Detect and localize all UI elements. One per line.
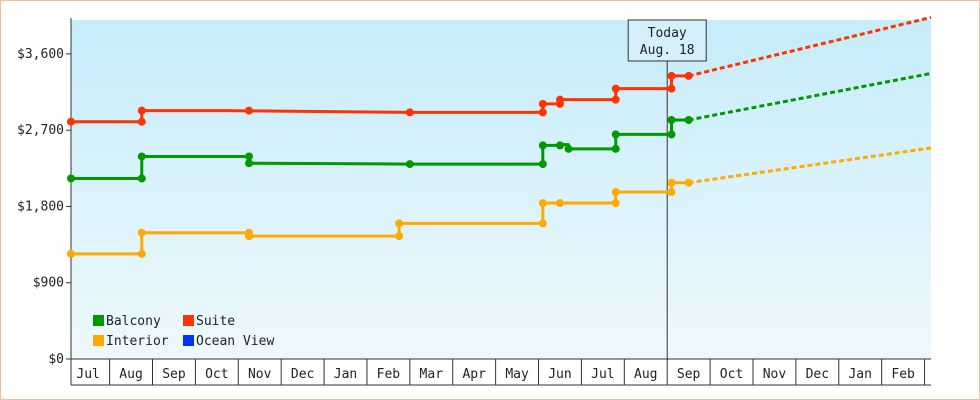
interior-data-point bbox=[538, 199, 547, 208]
balcony-data-point bbox=[245, 159, 254, 168]
interior-data-point bbox=[137, 228, 146, 237]
legend-swatch-suite bbox=[183, 315, 194, 326]
balcony-data-point bbox=[667, 116, 676, 125]
suite-data-point bbox=[137, 117, 146, 126]
x-tick-label: Mar bbox=[420, 367, 444, 382]
legend-label-balcony: Balcony bbox=[106, 314, 161, 329]
legend-label-interior: Interior bbox=[106, 334, 169, 349]
x-tick-label: Apr bbox=[462, 367, 486, 382]
balcony-data-point bbox=[564, 144, 573, 153]
x-tick-label: Oct bbox=[720, 367, 743, 382]
x-tick-label: Sep bbox=[162, 367, 186, 382]
x-tick-label: Feb bbox=[377, 367, 401, 382]
x-tick-label: Oct bbox=[205, 367, 228, 382]
today-date-label: Aug. 18 bbox=[640, 43, 695, 58]
x-tick-label: Jul bbox=[591, 367, 614, 382]
balcony-data-point bbox=[667, 130, 676, 139]
interior-data-point bbox=[611, 199, 620, 208]
x-tick-label: May bbox=[505, 367, 529, 382]
suite-data-point bbox=[555, 95, 564, 104]
balcony-data-point bbox=[611, 130, 620, 139]
suite-data-point bbox=[67, 117, 75, 126]
suite-data-point bbox=[538, 99, 547, 108]
y-tick-label: $2,700 bbox=[17, 123, 64, 138]
suite-data-point bbox=[405, 108, 414, 117]
balcony-data-point bbox=[538, 160, 547, 169]
suite-data-point bbox=[245, 106, 254, 115]
legend-swatch-interior bbox=[93, 335, 104, 346]
x-tick-label: Jan bbox=[848, 367, 871, 382]
suite-data-point bbox=[137, 106, 146, 115]
x-tick-label: Jul bbox=[76, 367, 99, 382]
balcony-data-point bbox=[137, 152, 146, 161]
y-tick-label: $0 bbox=[48, 352, 64, 367]
x-tick-label: Sep bbox=[677, 367, 701, 382]
x-tick-label: Nov bbox=[248, 367, 272, 382]
suite-data-point bbox=[684, 71, 693, 80]
y-tick-label: $900 bbox=[33, 276, 64, 291]
legend-label-suite: Suite bbox=[196, 314, 235, 329]
balcony-data-point bbox=[137, 174, 146, 183]
suite-data-point bbox=[667, 71, 676, 80]
balcony-data-point bbox=[67, 174, 75, 183]
interior-data-point bbox=[684, 178, 693, 187]
balcony-data-point bbox=[684, 116, 693, 125]
x-tick-label: Jan bbox=[334, 367, 357, 382]
x-tick-label: Nov bbox=[763, 367, 787, 382]
interior-data-point bbox=[395, 219, 404, 228]
suite-forecast-line bbox=[688, 15, 932, 78]
y-tick-label: $3,600 bbox=[17, 47, 64, 62]
balcony-data-point bbox=[538, 141, 547, 150]
interior-data-point bbox=[611, 188, 620, 197]
interior-data-point bbox=[538, 219, 547, 228]
interior-forecast-line bbox=[688, 146, 932, 185]
legend-swatch-balcony bbox=[93, 315, 104, 326]
interior-data-point bbox=[67, 249, 75, 258]
x-tick-label: Dec bbox=[806, 367, 829, 382]
legend-swatch-ocean-view bbox=[183, 335, 194, 346]
balcony-data-point bbox=[245, 152, 254, 161]
suite-data-point bbox=[667, 84, 676, 93]
balcony-data-point bbox=[611, 144, 620, 153]
x-tick-label: Aug bbox=[634, 367, 657, 382]
suite-series-line bbox=[71, 74, 689, 124]
interior-data-point bbox=[555, 199, 564, 208]
interior-data-point bbox=[667, 188, 676, 197]
suite-data-point bbox=[611, 95, 620, 104]
x-tick-label: Feb bbox=[891, 367, 915, 382]
today-label-box bbox=[627, 19, 707, 62]
interior-data-point bbox=[395, 232, 404, 241]
balcony-data-point bbox=[555, 141, 564, 150]
y-tick-label: $1,800 bbox=[17, 199, 64, 214]
interior-data-point bbox=[245, 232, 254, 241]
legend-label-ocean-view: Ocean View bbox=[196, 334, 274, 349]
plot-background bbox=[71, 20, 931, 359]
x-tick-label: Jun bbox=[548, 367, 571, 382]
interior-data-point bbox=[137, 249, 146, 258]
x-tick-label: Dec bbox=[291, 367, 314, 382]
balcony-data-point bbox=[405, 160, 414, 169]
x-tick-label: Aug bbox=[119, 367, 142, 382]
suite-data-point bbox=[611, 84, 620, 93]
balcony-forecast-line bbox=[688, 71, 932, 122]
interior-data-point bbox=[667, 178, 676, 187]
today-label: Today bbox=[648, 26, 687, 41]
suite-data-point bbox=[538, 108, 547, 117]
